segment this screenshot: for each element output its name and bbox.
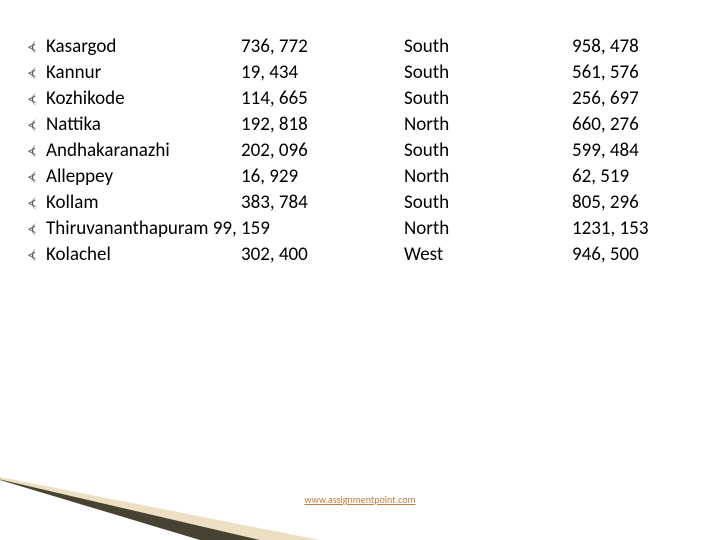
cell-name: Kasargod bbox=[46, 34, 241, 60]
table-row: ⦓Nattika192, 818North660, 276 bbox=[28, 112, 688, 138]
table-row: ⦓Kasargod736, 772South958, 478 bbox=[28, 34, 688, 60]
bullet-icon: ⦓ bbox=[28, 86, 46, 112]
cell-direction: South bbox=[404, 34, 572, 60]
cell-val1: 383, 784 bbox=[241, 190, 404, 216]
table-row: ⦓Thiruvananthapuram 99, 159North1231, 15… bbox=[28, 216, 688, 242]
cell-direction: South bbox=[404, 60, 572, 86]
table-row: ⦓Kannur19, 434South561, 576 bbox=[28, 60, 688, 86]
table-row: ⦓Kolachel302, 400 West946, 500 bbox=[28, 242, 688, 268]
cell-name: Kozhikode bbox=[46, 86, 241, 112]
cell-val2: 958, 478 bbox=[572, 34, 682, 60]
cell-name: Alleppey bbox=[46, 164, 241, 190]
cell-val1: 114, 665 bbox=[241, 86, 404, 112]
bullet-icon: ⦓ bbox=[28, 242, 46, 268]
footer-link[interactable]: www.assignmentpoint.com bbox=[304, 493, 415, 506]
cell-direction: West bbox=[404, 242, 572, 268]
cell-val2: 561, 576 bbox=[572, 60, 682, 86]
cell-val2: 1231, 153 bbox=[572, 216, 682, 242]
table-row: ⦓Alleppey16, 929North62, 519 bbox=[28, 164, 688, 190]
cell-direction: North bbox=[404, 164, 572, 190]
bullet-icon: ⦓ bbox=[28, 164, 46, 190]
cell-direction: North bbox=[404, 112, 572, 138]
cell-val2: 946, 500 bbox=[572, 242, 682, 268]
bullet-icon: ⦓ bbox=[28, 34, 46, 60]
decorative-wedge-white bbox=[0, 480, 200, 540]
table-row: ⦓Kozhikode114, 665South256, 697 bbox=[28, 86, 688, 112]
cell-name: Andhakaranazhi bbox=[46, 138, 241, 164]
table-row: ⦓Kollam383, 784South805, 296 bbox=[28, 190, 688, 216]
bullet-icon: ⦓ bbox=[28, 112, 46, 138]
cell-val1: 202, 096 bbox=[241, 138, 404, 164]
cell-name-and-val1: Thiruvananthapuram 99, 159 bbox=[46, 216, 404, 242]
cell-val1: 302, 400 bbox=[241, 242, 404, 268]
bullet-icon: ⦓ bbox=[28, 216, 46, 242]
cell-val2: 805, 296 bbox=[572, 190, 682, 216]
cell-val1: 16, 929 bbox=[241, 164, 404, 190]
cell-val2: 62, 519 bbox=[572, 164, 682, 190]
bullet-icon: ⦓ bbox=[28, 60, 46, 86]
bullet-icon: ⦓ bbox=[28, 138, 46, 164]
footer-link-container: www.assignmentpoint.com bbox=[0, 493, 720, 506]
cell-val1: 736, 772 bbox=[241, 34, 404, 60]
cell-val1: 192, 818 bbox=[241, 112, 404, 138]
cell-direction: North bbox=[404, 216, 572, 242]
cell-name: Kannur bbox=[46, 60, 241, 86]
cell-name: Kollam bbox=[46, 190, 241, 216]
cell-direction: South bbox=[404, 138, 572, 164]
table-content: ⦓Kasargod736, 772South958, 478⦓Kannur19,… bbox=[28, 34, 688, 268]
cell-direction: South bbox=[404, 86, 572, 112]
table-row: ⦓Andhakaranazhi202, 096South599, 484 bbox=[28, 138, 688, 164]
cell-val1: 19, 434 bbox=[241, 60, 404, 86]
cell-name: Nattika bbox=[46, 112, 241, 138]
cell-name: Kolachel bbox=[46, 242, 241, 268]
cell-val2: 599, 484 bbox=[572, 138, 682, 164]
cell-val2: 256, 697 bbox=[572, 86, 682, 112]
cell-val2: 660, 276 bbox=[572, 112, 682, 138]
bullet-icon: ⦓ bbox=[28, 190, 46, 216]
cell-direction: South bbox=[404, 190, 572, 216]
